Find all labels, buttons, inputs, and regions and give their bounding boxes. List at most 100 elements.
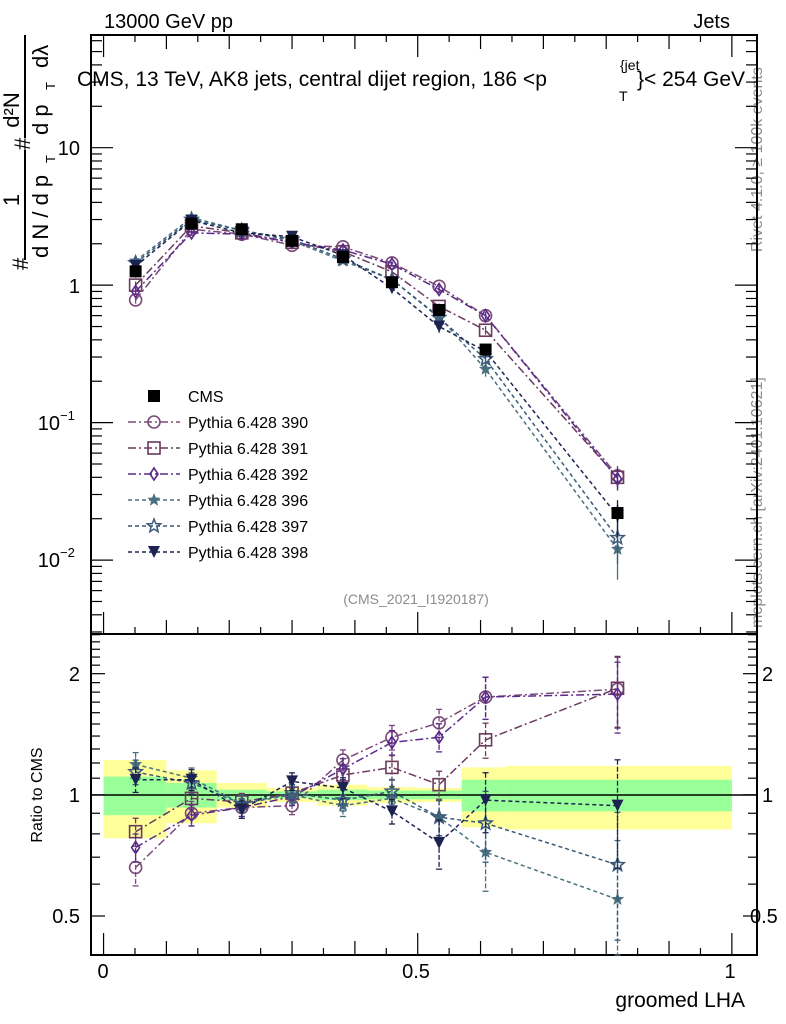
ratio-data-point	[386, 734, 397, 750]
ylabel-den-1: d N / d p	[28, 175, 53, 258]
ylabel-hash-1: #	[8, 257, 33, 270]
ylabel-den-2-tail: dλ	[28, 45, 53, 68]
ratio-data-point	[283, 783, 301, 801]
ratio-data-point	[480, 689, 491, 705]
ratio-data-point	[611, 799, 624, 812]
title-suffix: }< 254 GeV	[637, 68, 745, 91]
legend-item: Pythia 6.428 397	[128, 516, 308, 536]
ratio-data-point	[612, 686, 623, 702]
ratio-series-layer	[127, 655, 627, 956]
ratio-data-point	[235, 803, 248, 816]
ratio-data-point	[385, 805, 398, 818]
ylabel-den-1-sub: T	[43, 155, 58, 163]
analysis-group-label: Jets	[693, 11, 730, 33]
main-series-layer	[127, 210, 627, 580]
data-point	[235, 223, 248, 236]
legend-marker	[145, 516, 163, 534]
ytick-label-0.1: 10	[38, 413, 60, 435]
ytick-label-10: 10	[58, 138, 80, 160]
ratio-ytick-label-0.5: 0.5	[52, 906, 80, 928]
ytick-label-0.01: 10	[38, 550, 60, 572]
xtick-label-1: 1	[724, 961, 735, 983]
legend-marker	[148, 390, 160, 402]
data-point	[480, 308, 491, 324]
data-point	[186, 225, 197, 241]
ratio-data-point	[385, 760, 399, 775]
ratio-ytick-label-1: 1	[69, 785, 80, 807]
ratio-data-point	[129, 773, 142, 786]
title-prefix: CMS, 13 TeV, AK8 jets, central dijet reg…	[77, 68, 547, 91]
data-point	[336, 251, 349, 264]
xtick-label-0.5: 0.5	[402, 961, 430, 983]
ratio-data-point	[130, 840, 141, 855]
main-y-axis-label: # 1 d N / d p T # d²N d p T dλ	[0, 35, 58, 270]
legend-item: Pythia 6.428 391	[128, 441, 308, 458]
ratio-series-pythia-6-428-397	[127, 759, 627, 941]
data-point	[434, 282, 445, 297]
ratio-y-axis-label: Ratio to CMS	[29, 747, 46, 842]
data-point	[286, 234, 299, 247]
data-point	[385, 276, 398, 289]
legend-label: Pythia 6.428 390	[188, 415, 308, 432]
ytick-exp-0.1: −1	[60, 408, 75, 423]
data-point	[433, 303, 446, 316]
ratio-series-pythia-6-428-392	[130, 661, 623, 863]
data-point	[478, 323, 493, 338]
ratio-data-point	[184, 791, 199, 806]
ylabel-den-2: d p	[28, 104, 53, 135]
legend-marker	[147, 441, 161, 455]
ratio-data-point	[286, 775, 299, 788]
ratio-data-point	[433, 836, 446, 849]
series-line	[135, 218, 619, 539]
data-point	[611, 507, 624, 520]
legend-marker	[147, 493, 161, 506]
ratio-data-point	[434, 729, 445, 745]
data-point	[185, 217, 198, 230]
legend-label: Pythia 6.428 392	[188, 467, 308, 484]
ratio-data-point	[185, 773, 198, 786]
legend-marker	[147, 415, 161, 429]
data-point	[612, 471, 623, 487]
series-line	[135, 228, 619, 477]
ytick-exp-0.01: −2	[60, 545, 75, 560]
data-point	[129, 265, 142, 278]
legend-label: Pythia 6.428 396	[188, 493, 308, 510]
ratio-data-point	[478, 733, 493, 747]
legend-label: Pythia 6.428 398	[188, 545, 308, 562]
ratio-series-pythia-6-428-398	[129, 759, 624, 870]
data-point	[608, 528, 627, 546]
data-point	[478, 362, 493, 375]
series-pythia-6-428-398	[129, 214, 624, 538]
legend-label: Pythia 6.428 397	[188, 519, 308, 536]
ratio-data-point	[186, 807, 197, 823]
data-point	[130, 283, 141, 299]
legend-item: CMS	[148, 389, 224, 406]
ratio-ytick-label-2: 2	[69, 664, 80, 686]
ylabel-den-2-sub: T	[43, 82, 58, 90]
plot-title: CMS, 13 TeV, AK8 jets, central dijet reg…	[77, 57, 745, 104]
title-superscript: {jet	[620, 57, 640, 73]
legend-item: Pythia 6.428 390	[128, 415, 308, 432]
legend-marker	[149, 466, 159, 482]
series-cms	[129, 217, 624, 523]
analysis-id-annotation: (CMS_2021_I1920187)	[343, 591, 489, 607]
ratio-data-point	[337, 761, 348, 777]
ratio-data-point	[336, 781, 349, 794]
ratio-data-point	[432, 777, 446, 792]
x-axis-label: groomed LHA	[615, 989, 745, 1012]
data-point	[386, 256, 397, 272]
ytick-label-1: 1	[69, 276, 80, 298]
ratio-data-point	[383, 782, 401, 799]
legend-label: Pythia 6.428 391	[188, 441, 308, 458]
ylabel-hash-2: #	[10, 137, 35, 150]
legend-marker	[148, 546, 160, 558]
data-point	[479, 343, 492, 356]
legend-item: Pythia 6.428 396	[128, 493, 308, 510]
ylabel-num-1: 1	[0, 194, 24, 206]
series-line	[135, 216, 619, 550]
ratio-ytick-label-2-right: 2	[762, 664, 773, 686]
legend-item: Pythia 6.428 398	[128, 545, 308, 562]
ratio-ytick-label-1-right: 1	[762, 785, 773, 807]
series-line	[135, 232, 619, 480]
